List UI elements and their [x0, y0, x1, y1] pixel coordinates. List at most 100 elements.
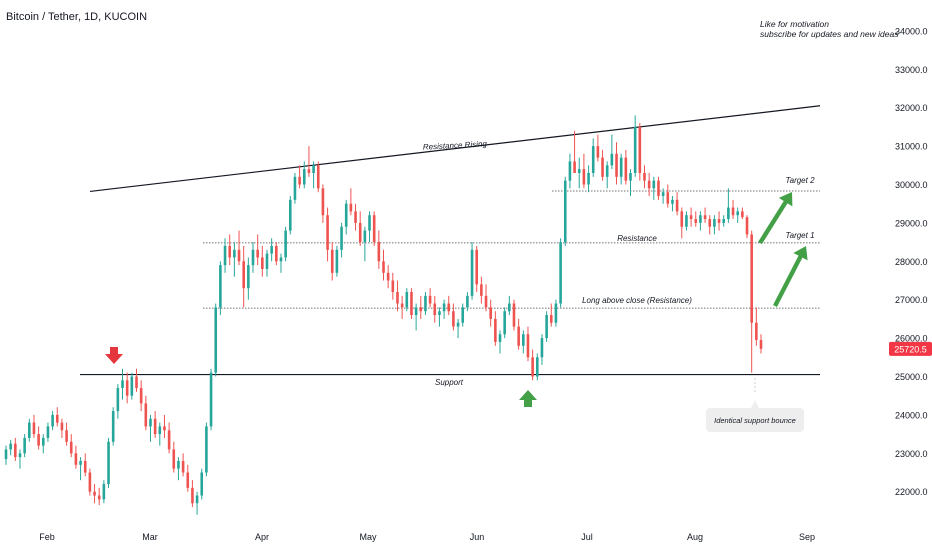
candle	[573, 130, 576, 173]
candle-body	[736, 211, 739, 216]
candle	[130, 372, 134, 400]
candle	[526, 326, 530, 362]
candle-body	[279, 257, 283, 262]
candle	[186, 464, 190, 492]
candle-body	[591, 146, 595, 173]
candle	[559, 238, 562, 308]
candle	[736, 207, 739, 223]
candle	[97, 487, 101, 506]
candle	[307, 146, 311, 177]
candle	[93, 484, 96, 504]
candle-body	[466, 295, 469, 308]
candle	[237, 230, 241, 266]
candle	[554, 299, 558, 327]
candle	[326, 207, 329, 262]
candle-body	[32, 422, 36, 435]
candle-body	[596, 146, 600, 158]
candle	[223, 238, 227, 273]
candle-body	[307, 169, 311, 173]
candle-body	[442, 303, 446, 312]
candle-body	[139, 388, 143, 404]
candle-body	[633, 126, 637, 173]
candle-body	[51, 414, 54, 427]
candle	[177, 457, 180, 481]
candle	[480, 276, 483, 304]
candle-body	[605, 165, 609, 177]
candle-body	[46, 426, 50, 438]
candle	[424, 292, 427, 316]
candle-body	[680, 211, 684, 227]
candle-body	[750, 234, 753, 323]
candle	[741, 207, 744, 220]
candle	[433, 295, 437, 323]
candle	[261, 245, 264, 277]
candle-body	[9, 443, 12, 450]
candle-body	[195, 495, 199, 504]
candle	[577, 157, 581, 189]
candle-body	[745, 217, 749, 235]
x-tick-label: Jul	[581, 532, 593, 542]
resistance-rising-label: Resistance Rising	[423, 139, 488, 151]
candle	[65, 422, 68, 446]
candle-body	[247, 265, 250, 289]
note-line-1: Like for motivation	[760, 19, 829, 29]
candle-body	[414, 307, 418, 316]
candle	[69, 434, 73, 458]
candle	[144, 395, 148, 431]
candle-body	[111, 411, 115, 442]
candle	[456, 318, 460, 339]
candle	[568, 153, 572, 189]
candle	[386, 265, 390, 289]
candle-body	[358, 222, 362, 243]
candle	[4, 445, 8, 465]
candle	[447, 295, 451, 316]
candle	[340, 222, 343, 258]
candle	[330, 242, 334, 281]
candle-body	[349, 203, 353, 212]
candle	[484, 284, 488, 312]
candle-body	[573, 161, 576, 173]
y-tick-label: 24000.0	[895, 410, 928, 420]
candle-body	[172, 449, 176, 469]
candle-body	[191, 487, 194, 504]
candle-body	[116, 388, 120, 412]
candle-body	[535, 357, 539, 377]
candle	[270, 238, 273, 262]
candle-body	[237, 249, 241, 262]
candle-body	[135, 376, 138, 389]
candle-body	[708, 219, 712, 227]
candle-body	[484, 295, 488, 308]
candle	[601, 149, 604, 181]
candle-body	[475, 249, 479, 285]
candle	[689, 207, 693, 227]
candle	[405, 288, 409, 312]
candle-body	[582, 169, 586, 185]
x-tick-label: Aug	[687, 532, 703, 542]
candle	[466, 292, 469, 312]
candle-body	[121, 380, 124, 389]
candle	[368, 211, 371, 243]
x-tick-label: Sep	[799, 532, 815, 542]
candle-body	[256, 249, 259, 258]
candle	[400, 295, 404, 319]
candle-body	[335, 249, 339, 273]
candle	[475, 245, 479, 293]
candle	[666, 184, 670, 208]
candle	[461, 303, 465, 327]
candle-body	[130, 376, 134, 396]
candle	[302, 161, 306, 189]
candle	[703, 207, 707, 223]
candle	[661, 188, 665, 204]
candle-body	[28, 422, 31, 438]
candle	[153, 411, 157, 438]
callout-pointer	[751, 400, 759, 408]
candle-body	[107, 441, 110, 485]
candle-body	[689, 215, 693, 220]
candle	[610, 134, 614, 170]
candle-body	[330, 249, 334, 273]
candle-body	[97, 495, 101, 500]
candle-body	[610, 153, 614, 166]
candle-body	[722, 219, 726, 223]
candle-body	[713, 219, 716, 227]
y-tick-label: 23000.0	[895, 449, 928, 459]
